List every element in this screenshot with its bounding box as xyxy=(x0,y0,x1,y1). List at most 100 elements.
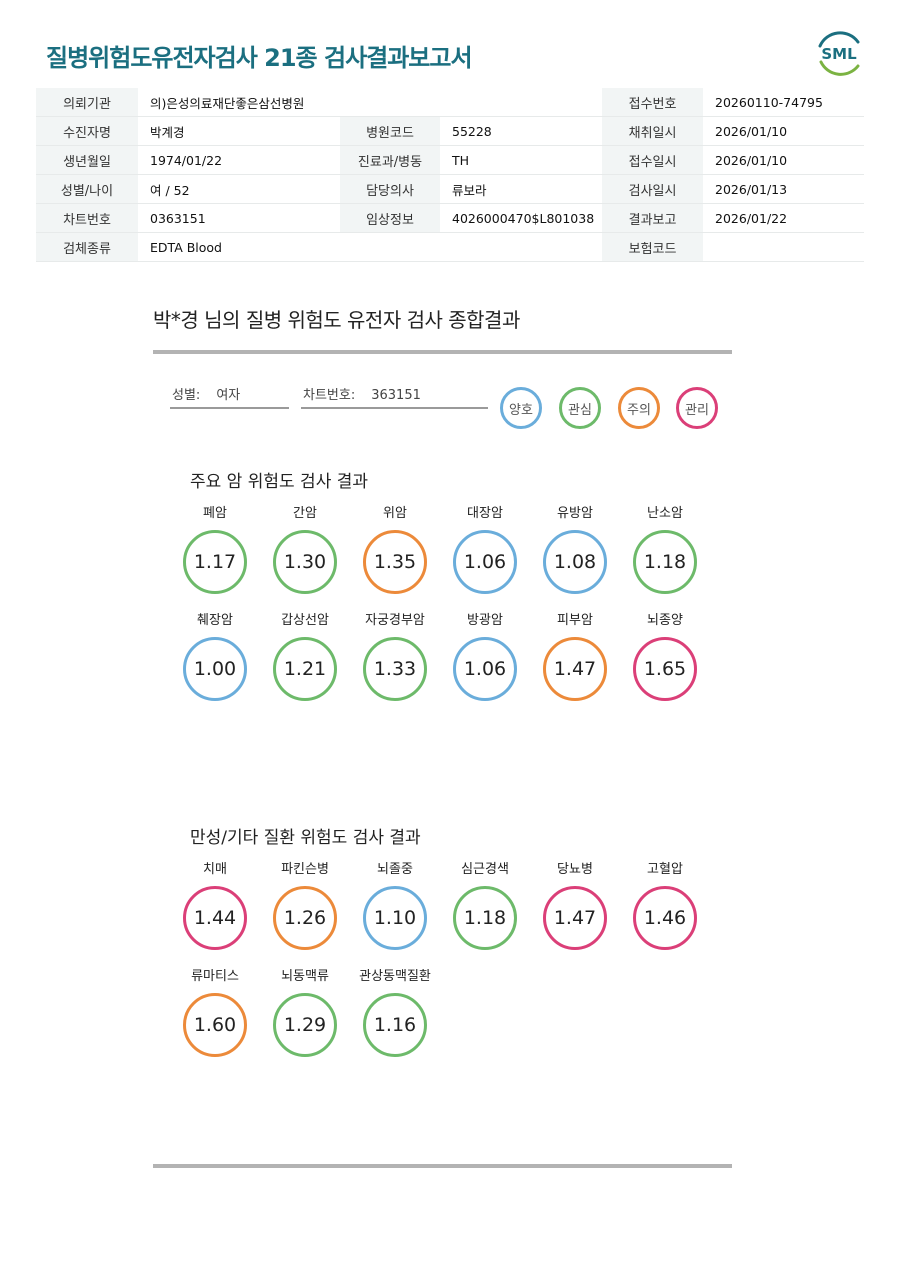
info-label: 담당의사 xyxy=(340,174,440,204)
risk-circle: 1.06 xyxy=(453,530,517,594)
risk-value: 1.17 xyxy=(193,551,237,573)
risk-circle: 1.06 xyxy=(453,637,517,701)
result-name: 치매 xyxy=(203,862,227,877)
risk-value: 1.46 xyxy=(643,907,687,929)
info-label: 보험코드 xyxy=(602,232,704,262)
info-label: 채취일시 xyxy=(602,116,704,146)
result-item: 뇌종양 1.65 xyxy=(620,612,710,701)
legend-label: 관심 xyxy=(568,402,592,418)
top-divider xyxy=(153,350,732,354)
info-label: 결과보고 xyxy=(602,203,704,233)
info-label: 검체종류 xyxy=(36,232,138,262)
cancer-section-title: 주요 암 위험도 검사 결과 xyxy=(190,472,369,492)
risk-value: 1.06 xyxy=(463,551,507,573)
risk-value: 1.18 xyxy=(643,551,687,573)
risk-value: 1.26 xyxy=(283,907,327,929)
page-title: 질병위험도유전자검사 21종 검사결과보고서 xyxy=(46,44,473,72)
risk-circle: 1.00 xyxy=(183,637,247,701)
legend-manage: 관리 xyxy=(676,387,718,429)
risk-circle: 1.46 xyxy=(633,886,697,950)
risk-circle: 1.44 xyxy=(183,886,247,950)
result-item: 고혈압 1.46 xyxy=(620,861,710,950)
info-value: 20260110-74795 xyxy=(703,88,865,117)
logo-text: SML xyxy=(821,45,857,63)
sex-value: 여자 xyxy=(216,388,241,403)
risk-circle: 1.30 xyxy=(273,530,337,594)
result-name: 심근경색 xyxy=(461,862,509,877)
result-name: 방광암 xyxy=(467,613,503,628)
result-name: 관상동맥질환 xyxy=(359,969,431,984)
legend-caution: 주의 xyxy=(618,387,660,429)
risk-value: 1.10 xyxy=(373,907,417,929)
result-name: 뇌졸중 xyxy=(377,862,413,877)
sml-logo-icon: SML xyxy=(818,31,860,76)
legend-label: 양호 xyxy=(509,402,533,418)
summary-title: 박*경 님의 질병 위험도 유전자 검사 종합결과 xyxy=(153,308,520,332)
result-name: 위암 xyxy=(383,506,407,521)
result-name: 자궁경부암 xyxy=(365,613,425,628)
risk-circle: 1.65 xyxy=(633,637,697,701)
info-value: EDTA Blood xyxy=(138,232,603,262)
risk-circle: 1.35 xyxy=(363,530,427,594)
info-value: 0363151 xyxy=(138,203,340,233)
info-value: 4026000470$L801038 xyxy=(440,203,603,233)
sex-label: 성별: xyxy=(172,388,201,403)
risk-circle: 1.26 xyxy=(273,886,337,950)
result-name: 유방암 xyxy=(557,506,593,521)
info-value: 2026/01/10 xyxy=(703,116,865,146)
info-label: 병원코드 xyxy=(340,116,440,146)
result-name: 뇌종양 xyxy=(647,613,683,628)
result-name: 난소암 xyxy=(647,506,683,521)
result-item: 대장암 1.06 xyxy=(440,505,530,594)
info-row: 수진자명 박계경 병원코드 55228 채취일시 2026/01/10 xyxy=(36,116,865,146)
risk-value: 1.06 xyxy=(463,658,507,680)
info-label: 의뢰기관 xyxy=(36,88,138,117)
info-value: 55228 xyxy=(440,116,603,146)
risk-value: 1.47 xyxy=(553,658,597,680)
risk-value: 1.35 xyxy=(373,551,417,573)
result-item: 난소암 1.18 xyxy=(620,505,710,594)
info-value: 여 / 52 xyxy=(138,174,340,204)
risk-value: 1.30 xyxy=(283,551,327,573)
result-name: 간암 xyxy=(293,506,317,521)
risk-value: 1.00 xyxy=(193,658,237,680)
result-item: 자궁경부암 1.33 xyxy=(350,612,440,701)
risk-circle: 1.47 xyxy=(543,886,607,950)
result-name: 류마티스 xyxy=(191,969,239,984)
bottom-divider xyxy=(153,1164,732,1168)
risk-circle: 1.16 xyxy=(363,993,427,1057)
info-value: TH xyxy=(440,145,603,175)
info-row: 차트번호 0363151 임상정보 4026000470$L801038 결과보… xyxy=(36,203,865,233)
info-value: 2026/01/22 xyxy=(703,203,865,233)
risk-value: 1.65 xyxy=(643,658,687,680)
patient-info-table: 의뢰기관 의)은성의료재단좋은삼선병원 접수번호 20260110-74795 … xyxy=(36,88,865,262)
risk-circle: 1.47 xyxy=(543,637,607,701)
risk-circle: 1.60 xyxy=(183,993,247,1057)
chart-number-value: 363151 xyxy=(371,388,421,403)
result-name: 대장암 xyxy=(467,506,503,521)
info-row: 생년월일 1974/01/22 진료과/병동 TH 접수일시 2026/01/1… xyxy=(36,145,865,175)
risk-circle: 1.29 xyxy=(273,993,337,1057)
risk-value: 1.18 xyxy=(463,907,507,929)
result-item: 심근경색 1.18 xyxy=(440,861,530,950)
risk-circle: 1.18 xyxy=(453,886,517,950)
risk-circle: 1.17 xyxy=(183,530,247,594)
sex-field: 성별: 여자 xyxy=(170,384,289,409)
result-item: 방광암 1.06 xyxy=(440,612,530,701)
info-row: 성별/나이 여 / 52 담당의사 류보라 검사일시 2026/01/13 xyxy=(36,174,865,204)
risk-circle: 1.18 xyxy=(633,530,697,594)
legend-good: 양호 xyxy=(500,387,542,429)
chart-number-label: 차트번호: xyxy=(303,388,356,403)
result-item: 파킨슨병 1.26 xyxy=(260,861,350,950)
risk-circle: 1.10 xyxy=(363,886,427,950)
result-item: 관상동맥질환 1.16 xyxy=(350,968,440,1057)
info-row: 의뢰기관 의)은성의료재단좋은삼선병원 접수번호 20260110-74795 xyxy=(36,88,865,117)
info-value: 류보라 xyxy=(440,174,603,204)
legend-label: 주의 xyxy=(627,402,651,418)
info-label: 수진자명 xyxy=(36,116,138,146)
info-value: 1974/01/22 xyxy=(138,145,340,175)
info-label: 진료과/병동 xyxy=(340,145,440,175)
result-item: 류마티스 1.60 xyxy=(170,968,260,1057)
result-item: 갑상선암 1.21 xyxy=(260,612,350,701)
risk-value: 1.16 xyxy=(373,1014,417,1036)
